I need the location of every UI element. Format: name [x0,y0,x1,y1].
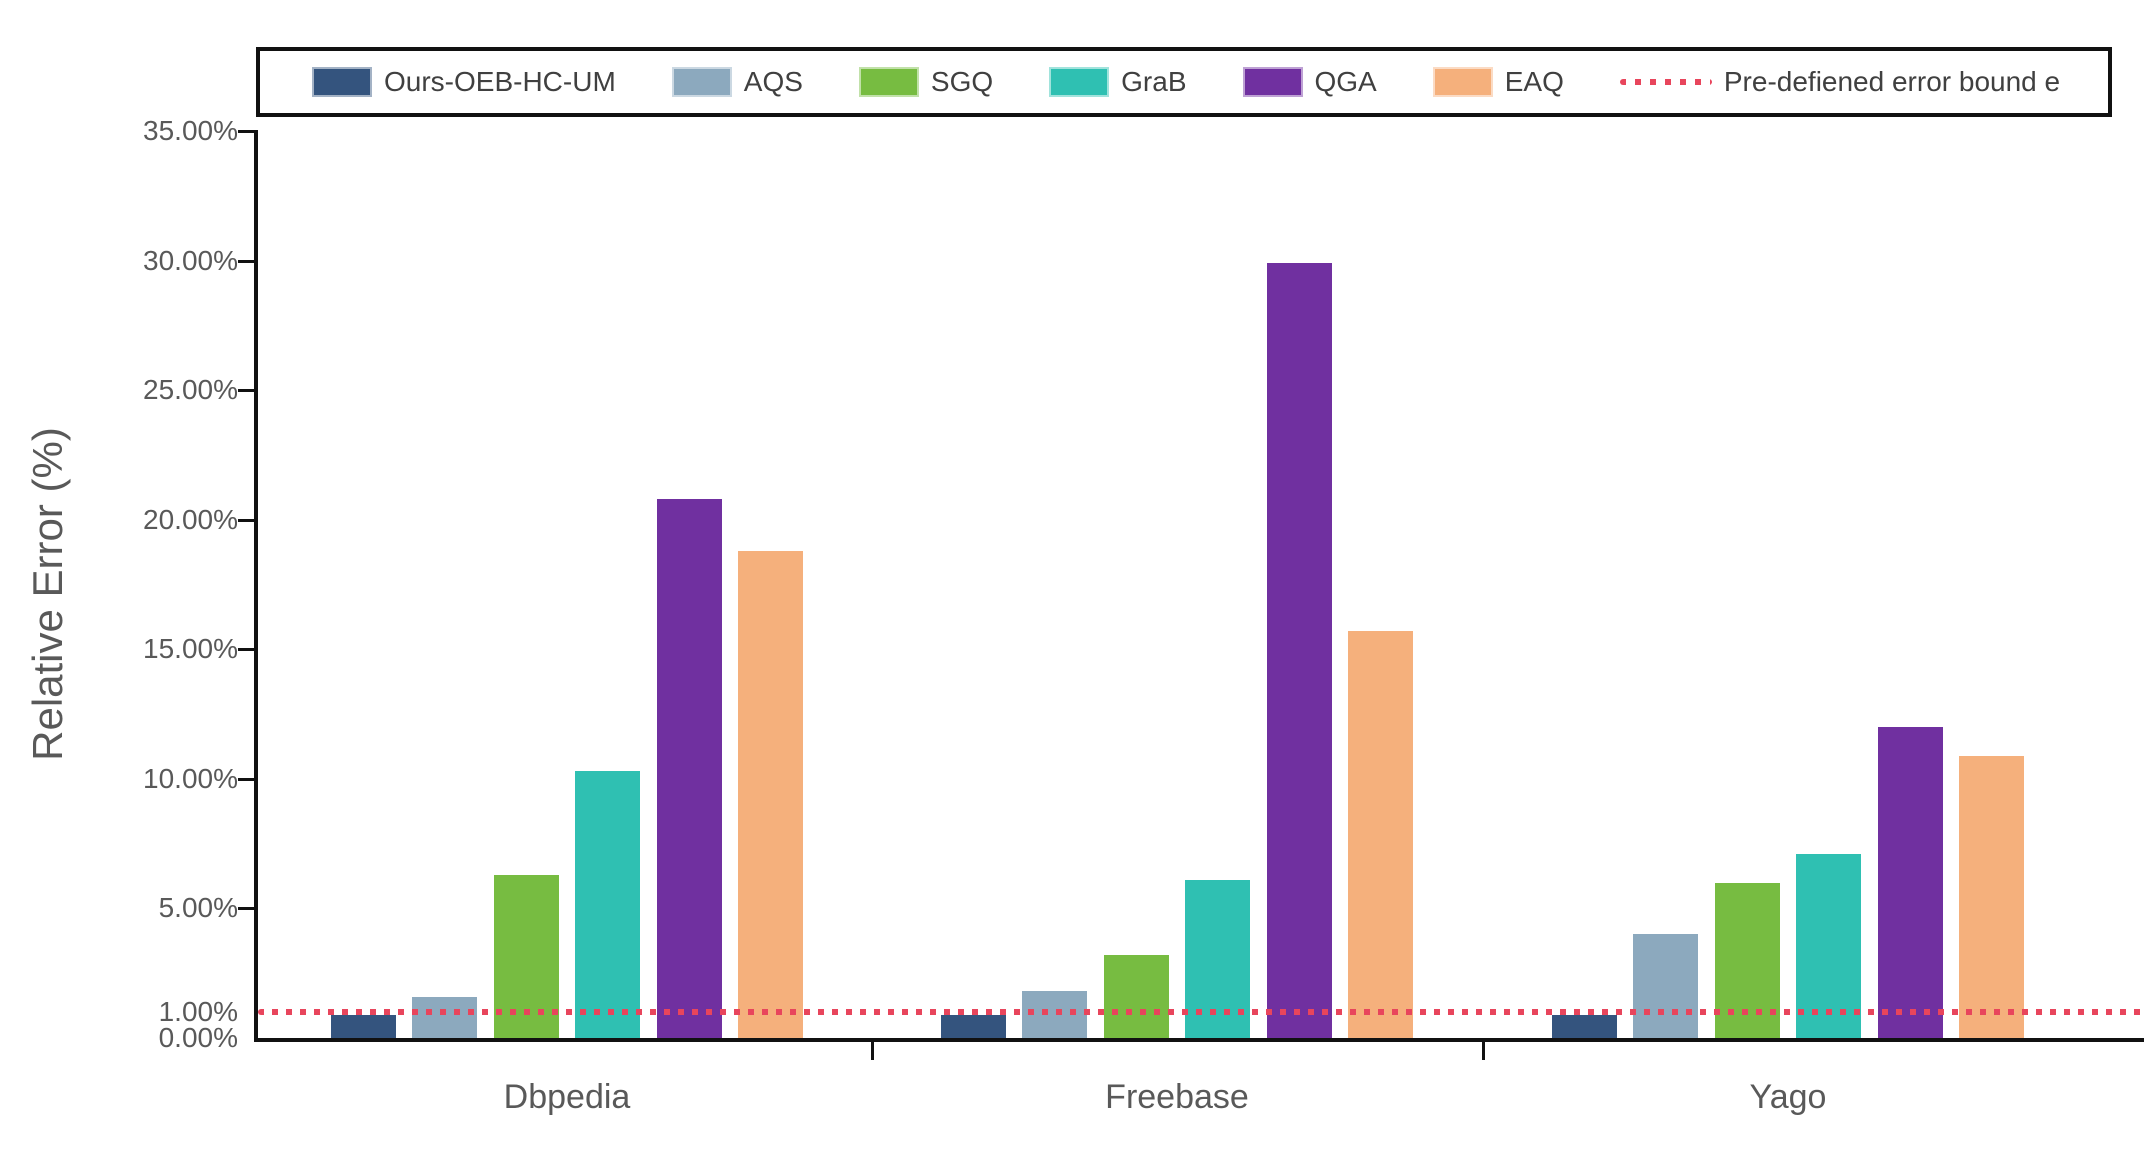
legend-label: Ours-OEB-HC-UM [384,66,616,97]
y-tick-label: 15.00% [143,633,238,665]
bar-AQS-Yago [1633,934,1699,1038]
bar-Ours-OEB-HC-UM-Freebase [940,1014,1006,1038]
legend-item-Ours-OEB-HC-UM: Ours-OEB-HC-UM [312,66,616,98]
y-tick-label: 0.00% [158,1022,238,1053]
x-category-label: Yago [1749,1078,1827,1116]
y-tick-mark [238,648,254,652]
bar-SGQ-Freebase [1103,955,1169,1038]
y-tick-mark [238,259,254,263]
y-tick-label: 1.00% [158,996,238,1028]
legend-swatch-icon [1432,67,1493,97]
y-tick-mark [238,518,254,522]
legend-label: AQS [743,66,803,97]
y-axis-line [254,130,258,1042]
legend-swatch-icon [312,67,372,97]
error-bound-line [258,1009,2144,1016]
legend-item-error-bound: Pre-defiened error bound e [1619,66,2061,98]
legend-item-EAQ: EAQ [1432,66,1564,98]
bar-Ours-OEB-HC-UM-Dbpedia [330,1014,396,1038]
y-tick-label: 35.00% [143,115,238,147]
bar-QGA-Freebase [1266,263,1332,1038]
x-category-label: Dbpedia [503,1078,631,1116]
legend-swatch-icon [1049,67,1110,97]
y-tick-mark [238,389,254,393]
bar-EAQ-Yago [1959,755,2025,1038]
y-axis-title: Relative Error (%) [24,427,71,761]
x-axis-tick-mark [1481,1038,1485,1060]
x-axis-line [254,1038,2144,1042]
bar-Ours-OEB-HC-UM-Yago [1551,1014,1617,1038]
legend-swatch-icon [671,67,732,97]
x-category-label: Freebase [1105,1078,1249,1116]
legend-swatch-icon [1242,67,1303,97]
bar-GraB-Yago [1796,854,1862,1038]
y-tick-label: 30.00% [143,244,238,276]
legend-label: EAQ [1504,66,1564,97]
bar-QGA-Yago [1877,727,1943,1038]
y-tick-label: 5.00% [158,892,238,924]
y-tick-mark [238,907,254,911]
legend-label: QGA [1314,66,1377,97]
legend-item-GraB: GraB [1049,66,1187,98]
legend-label: GraB [1121,66,1187,97]
dotted-line-icon [1619,79,1712,85]
legend-label: SGQ [930,66,994,97]
bar-EAQ-Dbpedia [738,550,804,1038]
legend-item-SGQ: SGQ [858,66,994,98]
legend-swatch-icon [858,67,919,97]
bar-QGA-Dbpedia [656,499,722,1038]
legend-item-QGA: QGA [1242,66,1377,98]
y-tick-label: 25.00% [143,374,238,406]
x-axis-tick-mark [871,1038,874,1060]
bar-AQS-Dbpedia [412,996,478,1038]
legend: Ours-OEB-HC-UM AQS SGQ GraB QGA EAQ Pre-defien… [256,47,2112,117]
y-tick-mark [238,130,254,134]
bar-GraB-Dbpedia [575,771,641,1038]
y-tick-label: 20.00% [143,503,238,535]
legend-item-AQS: AQS [671,66,803,98]
bar-EAQ-Freebase [1348,631,1414,1038]
y-tick-label: 10.00% [143,762,238,794]
y-tick-mark [238,777,254,781]
legend-label: Pre-defiened error bound e [1723,66,2061,97]
